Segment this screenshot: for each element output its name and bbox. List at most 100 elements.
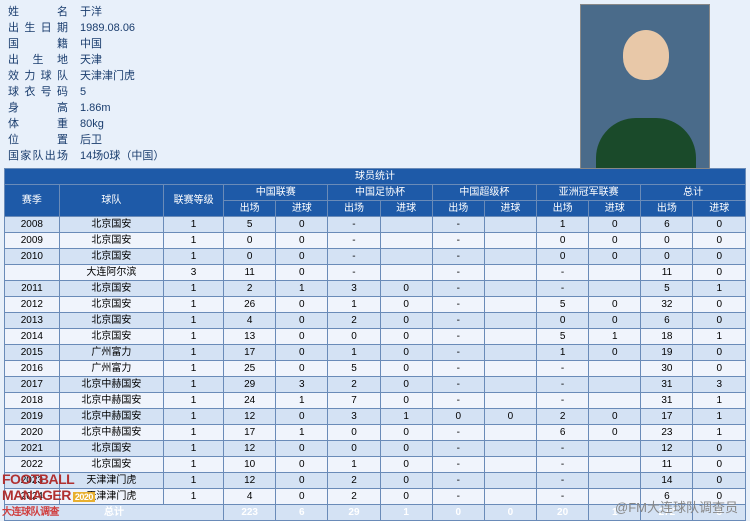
- cell: 7: [328, 393, 380, 409]
- table-row: 2011北京国安12130--51: [5, 281, 746, 297]
- fm-logo: FOOTBALLMANAGER2020 大连球队调查: [2, 471, 95, 518]
- info-labels: 姓名出生日期国籍出生地效力球队球衣号码身高体重位置国家队出场: [8, 4, 68, 164]
- cell: 北京中赫国安: [59, 425, 163, 441]
- cell: -: [537, 489, 589, 505]
- table-row: 2021北京国安112000--120: [5, 441, 746, 457]
- info-value: 1.86m: [80, 100, 164, 116]
- cell: 0: [693, 233, 746, 249]
- cell: 0: [276, 313, 328, 329]
- cell: 0: [380, 345, 432, 361]
- cell: 0: [328, 441, 380, 457]
- cell: 0: [380, 489, 432, 505]
- cell: 0: [276, 441, 328, 457]
- cell: 2014: [5, 329, 60, 345]
- cell: 6: [537, 425, 589, 441]
- cell: 0: [224, 249, 276, 265]
- group-header-row: 赛季 球队 联赛等级 中国联赛 中国足协杯 中国超级杯 亚洲冠军联赛 总计: [5, 185, 746, 201]
- cell: 0: [380, 377, 432, 393]
- cell: 0: [693, 345, 746, 361]
- table-row: 2016广州富力125050--300: [5, 361, 746, 377]
- cell: -: [432, 281, 484, 297]
- table-row: 2013北京国安14020-0060: [5, 313, 746, 329]
- cell: 1: [164, 249, 224, 265]
- cell: 0: [276, 345, 328, 361]
- cell: 0: [693, 441, 746, 457]
- cell: 3: [164, 265, 224, 281]
- col-facup: 中国足协杯: [328, 185, 432, 201]
- table-row: 2019北京中赫国安1120310020171: [5, 409, 746, 425]
- cell: [589, 441, 641, 457]
- cell: 17: [641, 409, 693, 425]
- cell: -: [328, 249, 380, 265]
- cell: 北京国安: [59, 329, 163, 345]
- cell: -: [432, 425, 484, 441]
- cell: 1: [380, 409, 432, 425]
- cell: 0: [641, 233, 693, 249]
- watermark: @FM大连球队调查员: [615, 497, 738, 516]
- cell: -: [432, 489, 484, 505]
- cell: [484, 281, 536, 297]
- cell: 2009: [5, 233, 60, 249]
- cell: 11: [641, 265, 693, 281]
- sub-header: 出场: [328, 201, 380, 217]
- cell: 大连阿尔滨: [59, 265, 163, 281]
- table-head: 球员统计 赛季 球队 联赛等级 中国联赛 中国足协杯 中国超级杯 亚洲冠军联赛 …: [5, 169, 746, 217]
- cell: 0: [224, 233, 276, 249]
- cell: 17: [224, 345, 276, 361]
- table-row: 2018北京中赫国安124170--311: [5, 393, 746, 409]
- info-value: 天津: [80, 52, 164, 68]
- cell: 29: [328, 505, 380, 521]
- info-value: 于洋: [80, 4, 164, 20]
- table-row: 2020北京中赫国安117100-60231: [5, 425, 746, 441]
- cell: 2: [328, 377, 380, 393]
- table-row: 2009北京国安100--0000: [5, 233, 746, 249]
- cell: 0: [484, 505, 536, 521]
- cell: 广州富力: [59, 345, 163, 361]
- cell: 0: [380, 329, 432, 345]
- cell: 1: [164, 217, 224, 233]
- cell: 0: [328, 425, 380, 441]
- cell: 0: [589, 297, 641, 313]
- cell: 5: [537, 329, 589, 345]
- cell: -: [432, 329, 484, 345]
- cell: [589, 377, 641, 393]
- cell: 1: [164, 345, 224, 361]
- cell: -: [432, 377, 484, 393]
- cell: 1: [693, 281, 746, 297]
- cell: 0: [693, 473, 746, 489]
- cell: 1: [164, 233, 224, 249]
- cell: 2021: [5, 441, 60, 457]
- cell: 1: [328, 297, 380, 313]
- cell: 0: [537, 313, 589, 329]
- cell: 北京国安: [59, 233, 163, 249]
- cell: -: [432, 457, 484, 473]
- cell: -: [537, 441, 589, 457]
- cell: [5, 265, 60, 281]
- cell: 3: [328, 281, 380, 297]
- cell: 0: [693, 265, 746, 281]
- cell: [484, 393, 536, 409]
- cell: 12: [224, 473, 276, 489]
- cell: 2010: [5, 249, 60, 265]
- cell: 1: [537, 217, 589, 233]
- cell: 2013: [5, 313, 60, 329]
- cell: 1: [164, 329, 224, 345]
- cell: -: [537, 457, 589, 473]
- cell: 0: [432, 505, 484, 521]
- cell: 0: [328, 329, 380, 345]
- cell: 30: [641, 361, 693, 377]
- cell: -: [432, 313, 484, 329]
- col-team: 球队: [59, 185, 163, 217]
- cell: 2: [328, 313, 380, 329]
- cell: 0: [276, 457, 328, 473]
- cell: 1: [537, 345, 589, 361]
- cell: 24: [224, 393, 276, 409]
- info-label: 国籍: [8, 36, 68, 52]
- cell: 1: [328, 345, 380, 361]
- table-row: 2010北京国安100--0000: [5, 249, 746, 265]
- cell: 32: [641, 297, 693, 313]
- cell: 1: [164, 377, 224, 393]
- cell: 0: [589, 313, 641, 329]
- cell: 31: [641, 377, 693, 393]
- col-acl: 亚洲冠军联赛: [537, 185, 641, 201]
